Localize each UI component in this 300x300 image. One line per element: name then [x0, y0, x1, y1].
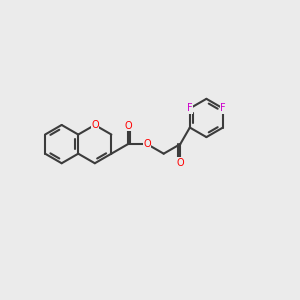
Text: O: O	[124, 121, 132, 131]
Text: O: O	[176, 158, 184, 167]
Text: F: F	[187, 103, 193, 113]
Text: O: O	[143, 139, 151, 149]
Text: F: F	[220, 103, 226, 113]
Text: O: O	[91, 120, 99, 130]
